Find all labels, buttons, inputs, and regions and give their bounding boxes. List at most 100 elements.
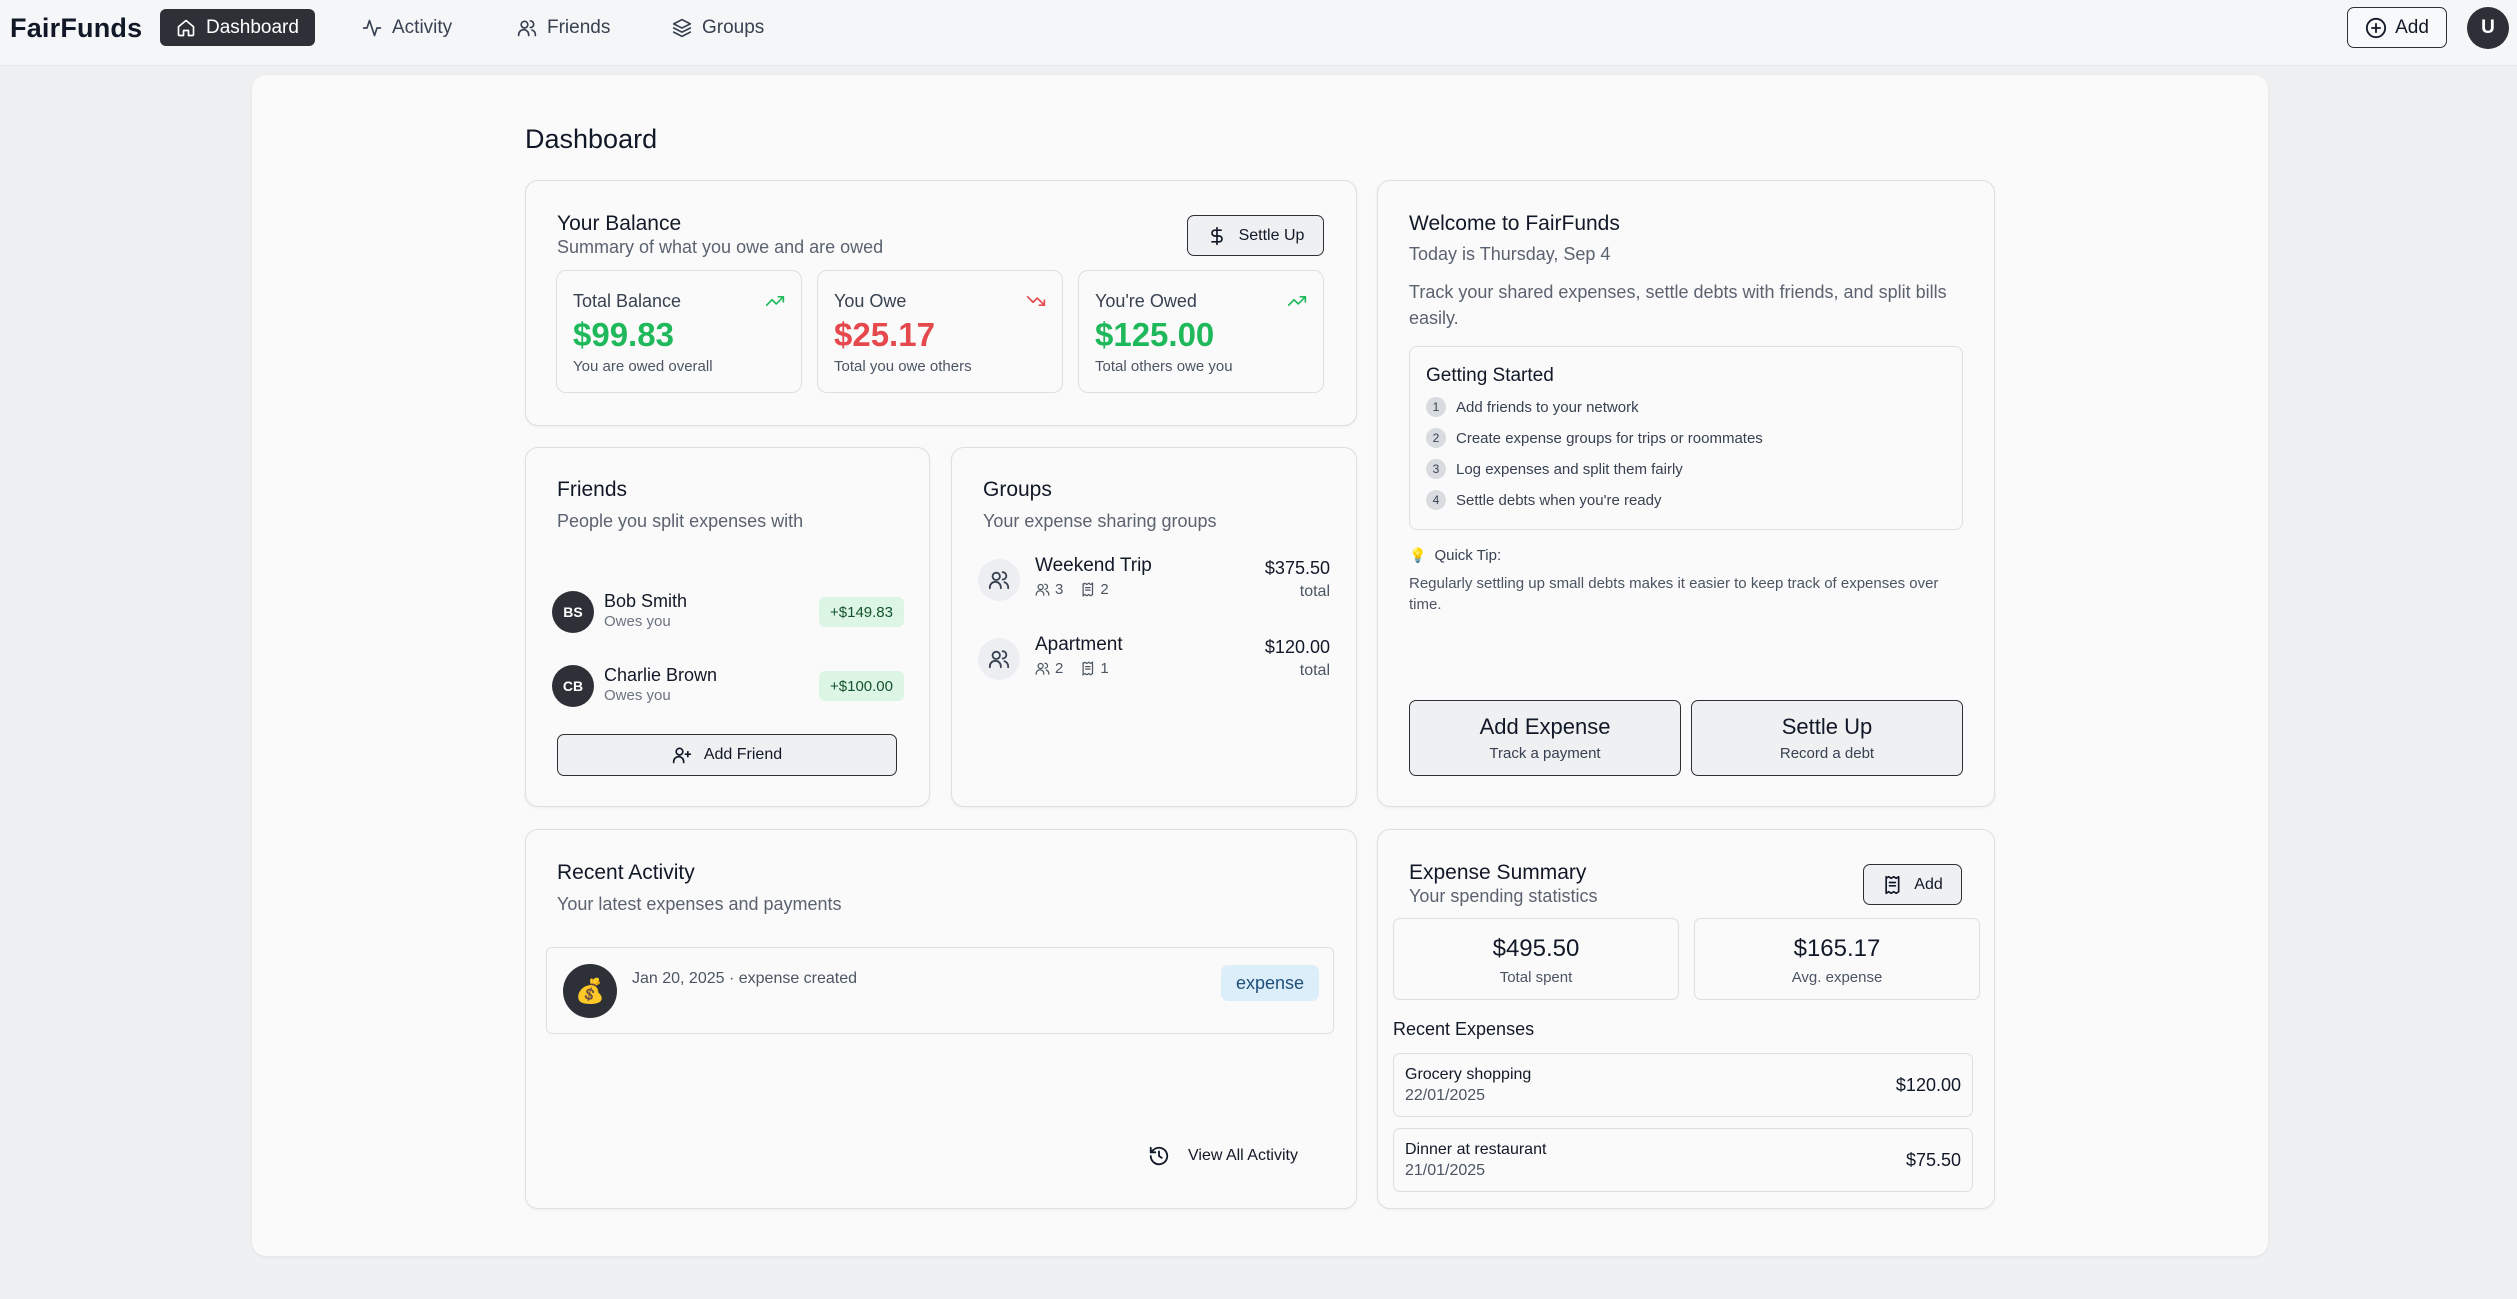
nav-dashboard[interactable]: Dashboard	[160, 9, 315, 46]
expense-name: Dinner at restaurant	[1405, 1141, 1547, 1158]
group-total-label: total	[1299, 583, 1330, 600]
friend-balance-badge: +$100.00	[819, 671, 904, 701]
activity-title: Recent Activity	[557, 861, 695, 884]
add-button[interactable]: Add	[2347, 7, 2447, 48]
step-text: Log expenses and split them fairly	[1456, 460, 1683, 478]
nav-groups[interactable]: Groups	[656, 9, 780, 46]
stat-label: Total Balance	[573, 291, 682, 311]
users-icon	[517, 19, 537, 36]
quick-tip-heading: 💡 Quick Tip:	[1409, 547, 1501, 564]
groups-card	[951, 447, 1357, 807]
avg-expense-stat: $165.17 Avg. expense	[1694, 918, 1980, 1000]
balance-title: Your Balance	[557, 212, 682, 235]
friend-name: Bob Smith	[604, 591, 688, 611]
expense-count: 2	[1100, 581, 1109, 598]
step-number: 4	[1426, 490, 1446, 510]
friend-name: Charlie Brown	[604, 665, 718, 685]
settle-up-button[interactable]: Settle Up	[1187, 215, 1324, 256]
step-text: Settle debts when you're ready	[1456, 491, 1662, 509]
nav-friends-label: Friends	[547, 16, 611, 38]
getting-started-box	[1409, 346, 1963, 530]
step-item: 1 Add friends to your network	[1426, 397, 1639, 417]
step-number: 3	[1426, 459, 1446, 479]
member-count: 2	[1055, 660, 1064, 677]
members-icon	[1035, 583, 1050, 596]
step-item: 4 Settle debts when you're ready	[1426, 490, 1662, 510]
group-name: Apartment	[1035, 634, 1123, 655]
activity-icon	[362, 19, 382, 36]
friend-row[interactable]: CB Charlie Brown Owes you +$100.00	[552, 663, 904, 711]
settle-up-big-button[interactable]: Settle Up Record a debt	[1691, 700, 1963, 776]
history-icon	[1149, 1146, 1169, 1166]
summary-subtitle: Your spending statistics	[1409, 886, 1598, 906]
receipt-icon	[1082, 582, 1094, 597]
friend-status: Owes you	[604, 687, 671, 704]
stat-amount: $25.17	[834, 316, 935, 353]
stat-label: You're Owed	[1095, 291, 1197, 311]
receipt-icon	[1082, 661, 1094, 676]
member-count: 3	[1055, 581, 1064, 598]
group-row-apartment[interactable]: Apartment 2 1 $120.00 total	[978, 634, 1330, 692]
total-spent-stat: $495.50 Total spent	[1393, 918, 1679, 1000]
view-all-activity-button[interactable]: View All Activity	[1148, 1145, 1298, 1167]
step-number: 2	[1426, 428, 1446, 448]
layers-icon	[672, 18, 692, 37]
activity-type-badge: expense	[1220, 965, 1319, 1001]
recent-expenses-title: Recent Expenses	[1393, 1019, 1535, 1039]
add-expense-button[interactable]: Add Expense Track a payment	[1409, 700, 1681, 776]
youre-owed-stat: You're Owed $125.00 Total others owe you	[1078, 270, 1324, 393]
recent-activity-card	[525, 829, 1357, 1209]
nav-activity[interactable]: Activity	[346, 9, 468, 46]
add-friend-label: Add Friend	[703, 746, 783, 763]
expense-date: 22/01/2025	[1405, 1087, 1486, 1104]
add-expense-title: Add Expense	[1479, 714, 1611, 739]
plus-circle-icon	[2366, 17, 2387, 38]
activity-item[interactable]: 💰 Jan 20, 2025 · expense created expense	[546, 947, 1334, 1034]
step-item: 2 Create expense groups for trips or roo…	[1426, 428, 1763, 448]
group-row-weekend-trip[interactable]: Weekend Trip 3 2 $375.50 total	[978, 555, 1330, 613]
add-expense-small-button[interactable]: Add	[1863, 864, 1962, 905]
step-text: Add friends to your network	[1456, 398, 1639, 416]
expense-row[interactable]: Dinner at restaurant 21/01/2025 $75.50	[1393, 1128, 1973, 1192]
balance-subtitle: Summary of what you owe and are owed	[557, 237, 884, 257]
quick-tip-title: Quick Tip:	[1434, 547, 1502, 564]
friends-title: Friends	[557, 478, 628, 501]
avatar: BS	[552, 591, 594, 633]
stat-label: Avg. expense	[1791, 969, 1883, 986]
friend-row[interactable]: BS Bob Smith Owes you +$149.83	[552, 589, 904, 637]
stat-amount: $99.83	[573, 316, 674, 353]
activity-subtitle: Your latest expenses and payments	[557, 894, 842, 914]
money-bag-icon: 💰	[563, 964, 617, 1018]
page-title: Dashboard	[525, 124, 658, 154]
stat-value: $165.17	[1793, 935, 1881, 962]
group-total-label: total	[1299, 662, 1330, 679]
welcome-description: Track your shared expenses, settle debts…	[1409, 282, 1947, 328]
nav-activity-label: Activity	[392, 16, 453, 38]
settle-up-title: Settle Up	[1781, 714, 1873, 739]
step-item: 3 Log expenses and split them fairly	[1426, 459, 1683, 479]
add-expense-subtitle: Track a payment	[1489, 745, 1601, 762]
top-navbar: FairFunds Dashboard Activity Friends Gro…	[0, 0, 2517, 66]
stat-note: You are owed overall	[573, 358, 713, 375]
lightbulb-icon: 💡	[1409, 547, 1427, 563]
avatar: CB	[552, 665, 594, 707]
stat-note: Total others owe you	[1095, 358, 1233, 375]
total-balance-stat: Total Balance $99.83 You are owed overal…	[556, 270, 802, 393]
group-amount: $375.50	[1264, 558, 1330, 578]
getting-started-title: Getting Started	[1426, 365, 1554, 386]
group-meta: 2 1	[1035, 660, 1109, 677]
add-button-label: Add	[2395, 16, 2429, 38]
nav-friends[interactable]: Friends	[501, 9, 626, 46]
app-logo[interactable]: FairFunds	[10, 13, 143, 43]
friend-status: Owes you	[604, 613, 671, 630]
add-friend-button[interactable]: Add Friend	[557, 734, 897, 776]
users-icon	[988, 650, 1010, 669]
welcome-title: Welcome to FairFunds	[1409, 212, 1620, 235]
nav-dashboard-label: Dashboard	[206, 16, 299, 38]
user-avatar[interactable]: U	[2467, 7, 2509, 49]
user-plus-icon	[672, 747, 692, 764]
activity-text: Jan 20, 2025 · expense created	[632, 970, 858, 987]
trending-up-icon	[1287, 296, 1307, 306]
expense-row[interactable]: Grocery shopping 22/01/2025 $120.00	[1393, 1053, 1973, 1117]
expense-count: 1	[1100, 660, 1109, 677]
